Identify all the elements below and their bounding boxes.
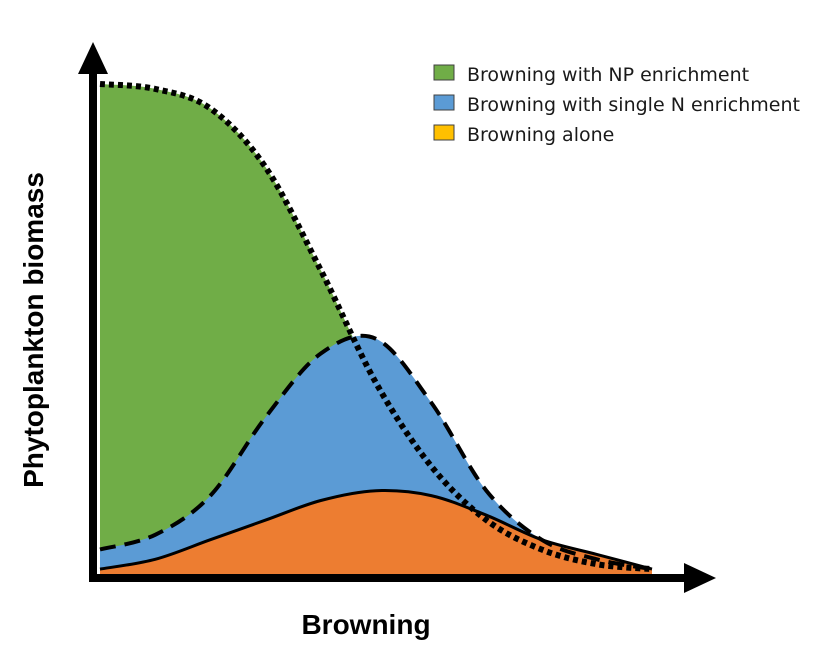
- legend-label-browning-alone: Browning alone: [467, 124, 614, 146]
- legend-entry-browning-alone: Browning alone: [433, 124, 614, 146]
- legend-label-single-n: Browning with single N enrichment: [467, 94, 800, 116]
- area-np: [100, 84, 652, 574]
- chart-series-outlines: [99, 81, 653, 573]
- legend-swatch-browning-alone: [433, 124, 455, 141]
- legend-swatch-np: [433, 64, 455, 81]
- x-axis-arrowhead: [684, 563, 716, 593]
- y-axis-arrowhead: [78, 42, 108, 74]
- legend-entry-np: Browning with NP enrichment: [433, 64, 749, 86]
- chart-legend: Browning with NP enrichment Browning wit…: [433, 64, 800, 146]
- x-axis-label: Browning: [301, 609, 430, 640]
- legend-swatch-single-n: [433, 94, 455, 111]
- y-axis-label: Phytoplankton biomass: [18, 172, 49, 488]
- chart-axes: [78, 42, 716, 593]
- line-browning-alone: [99, 489, 653, 571]
- line-np: [99, 81, 653, 573]
- area-browning-alone: [100, 490, 652, 574]
- area-single-n: [100, 335, 652, 574]
- chart-areas: [100, 84, 652, 574]
- legend-entry-single-n: Browning with single N enrichment: [433, 94, 800, 116]
- legend-label-np: Browning with NP enrichment: [467, 64, 749, 86]
